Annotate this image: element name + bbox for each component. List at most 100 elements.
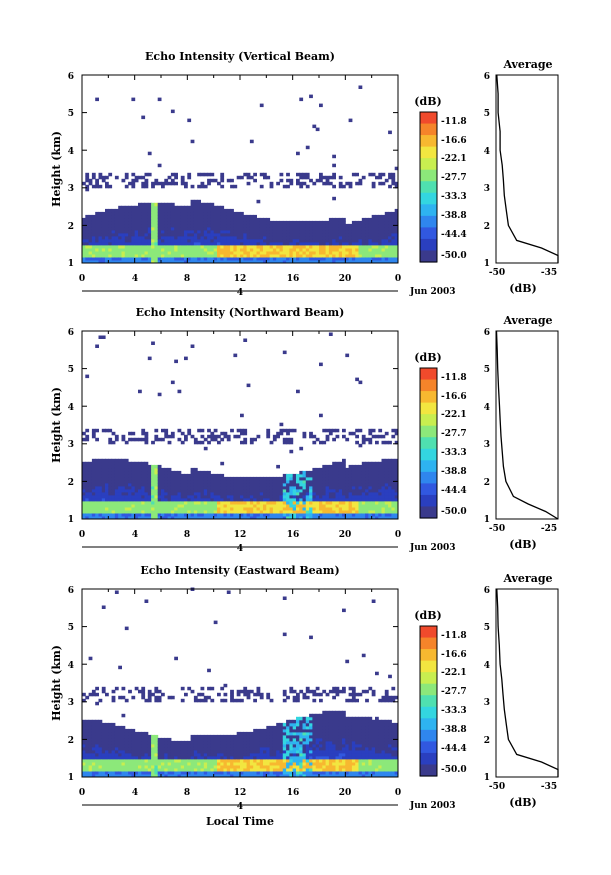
heatmap-cell bbox=[184, 513, 188, 517]
heatmap-cell bbox=[309, 241, 313, 246]
heatmap-cell bbox=[332, 248, 336, 252]
heatmap-cell bbox=[85, 229, 90, 234]
heatmap-cell bbox=[246, 737, 251, 742]
heatmap-cell bbox=[98, 719, 103, 724]
heatmap-cell bbox=[276, 491, 280, 496]
heatmap-cell bbox=[256, 728, 261, 733]
heatmap-cell bbox=[134, 740, 139, 745]
heatmap-cell bbox=[111, 217, 116, 222]
heatmap-cell bbox=[233, 749, 238, 754]
heatmap-cell bbox=[368, 464, 373, 469]
heatmap-cell bbox=[170, 202, 175, 207]
heatmap-cell bbox=[91, 749, 96, 754]
heatmap-cell bbox=[203, 513, 208, 517]
heatmap-cell bbox=[249, 440, 254, 445]
heatmap-cell bbox=[272, 743, 277, 748]
y-tick-label: 2 bbox=[68, 222, 74, 232]
heatmap-cell bbox=[207, 211, 211, 216]
heatmap-cell bbox=[217, 479, 221, 484]
heatmap-cell bbox=[289, 774, 294, 778]
heatmap-cell bbox=[121, 461, 126, 466]
heatmap-cell bbox=[161, 485, 165, 490]
heatmap-cell bbox=[243, 235, 248, 240]
heatmap-cell bbox=[299, 689, 304, 694]
heatmap-cell bbox=[217, 752, 221, 757]
heatmap-cell bbox=[180, 211, 185, 216]
heatmap-cell bbox=[88, 516, 93, 520]
heatmap-cell bbox=[358, 513, 363, 517]
heatmap-cell bbox=[164, 759, 169, 763]
heatmap-cell bbox=[105, 428, 109, 433]
heatmap-cell bbox=[282, 440, 287, 445]
heatmap-cell bbox=[167, 695, 172, 700]
heatmap-cell bbox=[319, 485, 323, 490]
heatmap-cell bbox=[88, 245, 93, 249]
heatmap-cell bbox=[361, 248, 366, 252]
heatmap-cell bbox=[289, 728, 294, 733]
heatmap-cell bbox=[164, 467, 169, 472]
heatmap-cell bbox=[279, 740, 284, 745]
heatmap-cell bbox=[375, 479, 379, 484]
heatmap-cell bbox=[365, 464, 369, 469]
heatmap-cell bbox=[259, 516, 264, 520]
heatmap-cell bbox=[358, 473, 363, 478]
heatmap-cell bbox=[266, 507, 271, 511]
heatmap-cell bbox=[296, 740, 300, 745]
heatmap-cell bbox=[177, 740, 182, 745]
heatmap-cell bbox=[342, 470, 346, 475]
heatmap-cell bbox=[190, 232, 195, 237]
heatmap-cell bbox=[315, 254, 320, 258]
heatmap-cell bbox=[134, 175, 139, 180]
heatmap-cell bbox=[253, 497, 257, 502]
heatmap-cell bbox=[388, 516, 392, 520]
heatmap-cell bbox=[266, 235, 271, 240]
heatmap-cell bbox=[342, 485, 346, 490]
heatmap-cell bbox=[332, 245, 336, 249]
heatmap-cell bbox=[128, 251, 132, 255]
heatmap-cell bbox=[279, 235, 284, 240]
heatmap-cell bbox=[381, 516, 386, 520]
heatmap-cell bbox=[170, 226, 175, 231]
heatmap-cell bbox=[348, 504, 353, 508]
heatmap-cell bbox=[207, 762, 211, 766]
heatmap-cell bbox=[124, 513, 129, 517]
heatmap-cell bbox=[230, 184, 234, 189]
heatmap-cell bbox=[236, 752, 241, 757]
heatmap-cell bbox=[134, 461, 139, 466]
heatmap-cell bbox=[302, 737, 307, 742]
heatmap-cell bbox=[108, 765, 113, 769]
heatmap-cell bbox=[381, 440, 386, 445]
x-tick-label: 4 bbox=[132, 274, 138, 284]
heatmap-cell bbox=[296, 510, 300, 514]
heatmap-cell bbox=[345, 491, 350, 496]
heatmap-cell bbox=[114, 458, 119, 463]
x-tick-label: 20 bbox=[339, 530, 352, 540]
heatmap-cell bbox=[233, 762, 238, 766]
heatmap-cell bbox=[269, 731, 274, 736]
heatmap-cell bbox=[144, 774, 149, 778]
heatmap-cell bbox=[342, 223, 346, 228]
heatmap-cell bbox=[213, 510, 218, 514]
heatmap-cell bbox=[141, 437, 146, 442]
heatmap-cell bbox=[101, 482, 106, 487]
heatmap-cell bbox=[213, 473, 218, 478]
heatmap-cell bbox=[118, 226, 122, 231]
heatmap-cell bbox=[101, 728, 106, 733]
heatmap-cell bbox=[302, 695, 307, 700]
heatmap-cell bbox=[151, 208, 155, 213]
heatmap-cell bbox=[95, 737, 99, 742]
heatmap-cell bbox=[253, 257, 257, 261]
heatmap-cell bbox=[253, 479, 257, 484]
heatmap-cell bbox=[335, 485, 340, 490]
heatmap-cell bbox=[98, 458, 103, 463]
heatmap-cell bbox=[91, 241, 96, 246]
heatmap-cell bbox=[375, 245, 379, 249]
heatmap-cell bbox=[305, 476, 310, 481]
heatmap-cell bbox=[289, 223, 294, 228]
heatmap-cell bbox=[91, 731, 96, 736]
heatmap-cell bbox=[342, 479, 346, 484]
heatmap-cell bbox=[391, 254, 396, 258]
heatmap-cell bbox=[144, 698, 149, 703]
heatmap-cell bbox=[391, 172, 396, 177]
heatmap-cell bbox=[167, 759, 172, 763]
